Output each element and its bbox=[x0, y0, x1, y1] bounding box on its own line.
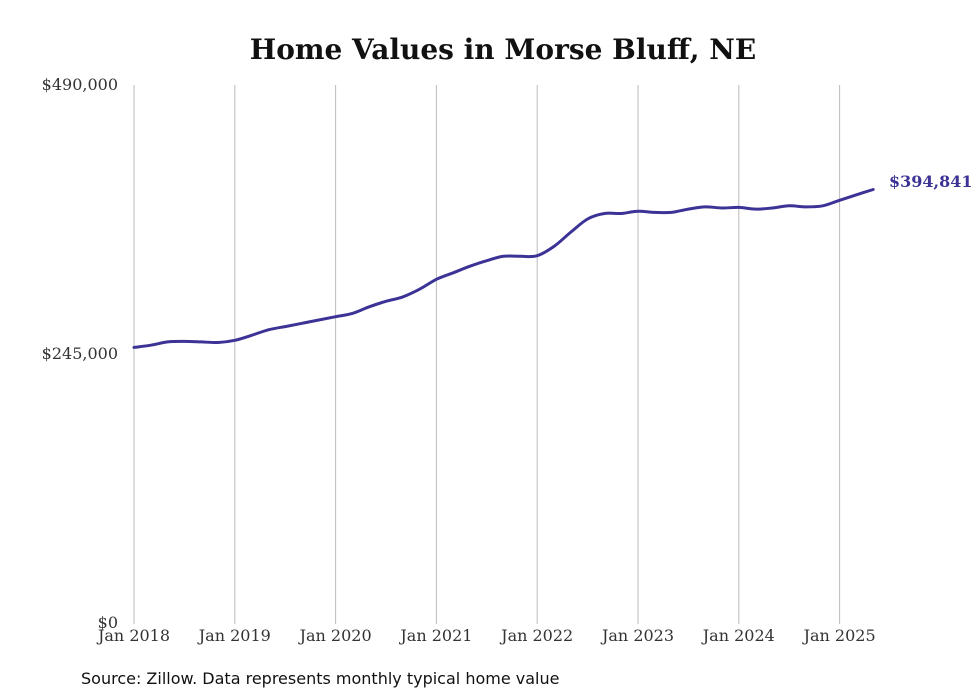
x-tick-label: Jan 2018 bbox=[96, 626, 170, 645]
y-tick-label: $245,000 bbox=[42, 344, 118, 363]
x-tick-label: Jan 2021 bbox=[398, 626, 472, 645]
x-tick-label: Jan 2020 bbox=[298, 626, 372, 645]
x-tick-label: Jan 2024 bbox=[701, 626, 775, 645]
y-tick-label: $490,000 bbox=[42, 75, 118, 94]
series-line bbox=[132, 188, 875, 349]
end-value-label: $394,841 bbox=[889, 172, 973, 191]
x-axis-ticks: Jan 2018 Jan 2019 Jan 2020 Jan 2021 Jan 2022… bbox=[96, 626, 876, 645]
y-tick-label: $0 bbox=[98, 613, 118, 632]
source-note: Source: Zillow. Data represents monthly … bbox=[81, 669, 559, 688]
chart-title: Home Values in Morse Bluff, NE bbox=[250, 33, 757, 66]
vertical-grid bbox=[133, 85, 841, 624]
x-tick-label: Jan 2019 bbox=[197, 626, 271, 645]
x-tick-label: Jan 2023 bbox=[600, 626, 674, 645]
y-axis-ticks: $490,000 $245,000 $0 bbox=[42, 75, 118, 632]
x-tick-label: Jan 2025 bbox=[802, 626, 876, 645]
x-tick-label: Jan 2022 bbox=[499, 626, 573, 645]
